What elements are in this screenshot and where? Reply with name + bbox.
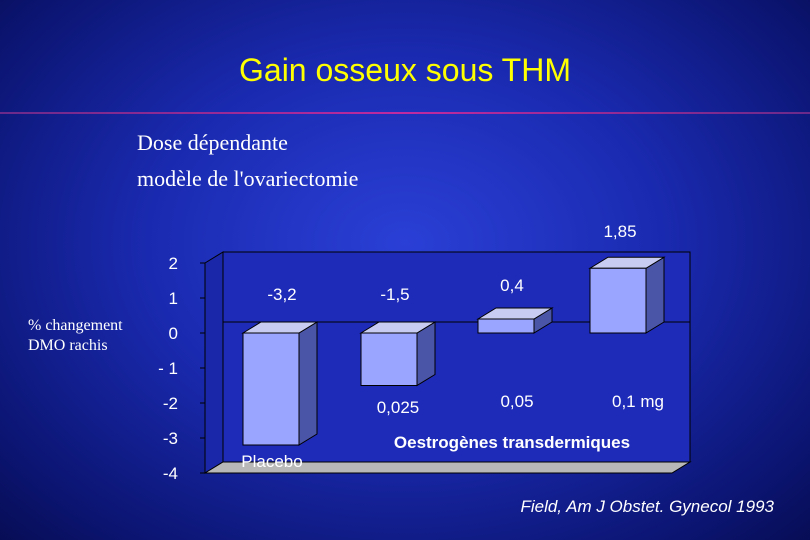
data-label: -3,2 — [267, 285, 296, 304]
y-tick-label: -4 — [163, 464, 178, 483]
data-label: -1,5 — [380, 285, 409, 304]
y-tick-label: - 1 — [158, 359, 178, 378]
source-citation: Field, Am J Obstet. Gynecol 1993 — [520, 497, 774, 516]
category-label: Placebo — [241, 452, 302, 471]
bar — [589, 267, 647, 334]
y-tick-label: 0 — [169, 324, 178, 343]
y-axis-label: % changement DMO rachis — [28, 316, 123, 356]
category-label: 0,05 — [500, 392, 533, 411]
subtitle-line-1: Dose dépendante — [137, 130, 288, 155]
category-label: 0,025 — [377, 398, 420, 417]
y-tick-label: -2 — [163, 394, 178, 413]
data-label: 0,4 — [500, 276, 524, 295]
bar — [360, 332, 418, 386]
category-label: 0,1 mg — [612, 392, 664, 411]
category-group-label: Oestrogènes transdermiques — [394, 433, 630, 452]
y-tick-label: -3 — [163, 429, 178, 448]
y-axis-label-line-1: % changement — [28, 317, 123, 334]
chart-floor — [203, 461, 692, 474]
bar-side — [298, 321, 318, 446]
data-label: 1,85 — [603, 222, 636, 241]
bar-side — [645, 256, 665, 334]
title-divider — [0, 112, 810, 114]
bar — [477, 318, 535, 334]
y-tick-label: 1 — [169, 289, 178, 308]
bar — [242, 332, 300, 446]
y-axis-label-line-2: DMO rachis — [28, 337, 108, 354]
slide-title: Gain osseux sous THM — [239, 52, 571, 88]
y-tick-label: 2 — [169, 254, 178, 273]
subtitle-line-2: modèle de l'ovariectomie — [137, 166, 359, 191]
chart-side-wall — [204, 251, 224, 474]
